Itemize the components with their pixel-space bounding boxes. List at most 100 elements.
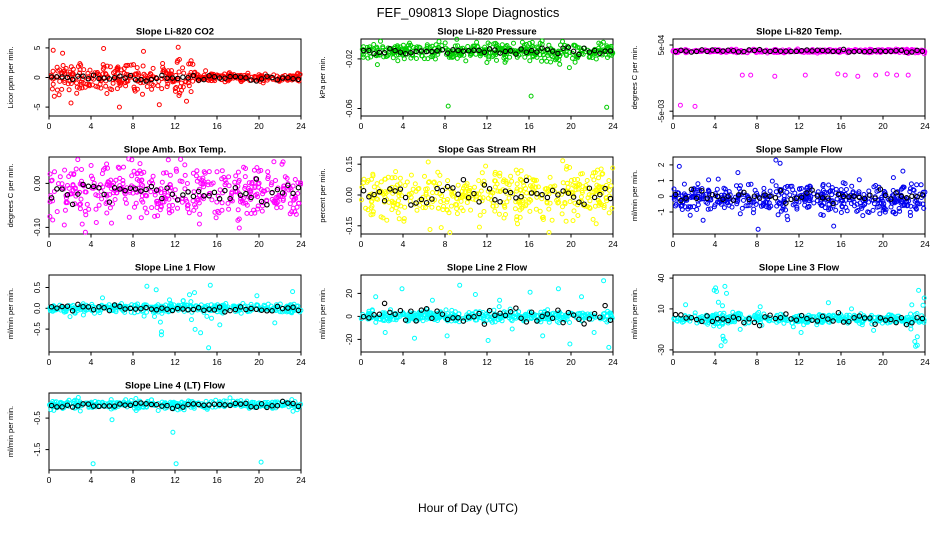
panel-slope-line-1-flow: 0 4 8 12 16 20 24 0.5 0.0 -0.5 ml/min per min. Slop… [3,262,309,378]
svg-text:0: 0 [345,314,354,319]
svg-text:Slope Li-820 Pressure: Slope Li-820 Pressure [437,27,536,38]
svg-text:16: 16 [212,121,222,131]
svg-text:12: 12 [794,239,804,249]
svg-text:0: 0 [671,239,676,249]
svg-text:16: 16 [836,121,846,131]
panel-chart: 0 4 8 12 16 20 24 -20 0 20 ml/min per min. Slope Li… [318,263,618,368]
svg-text:Slope Line 1 Flow: Slope Line 1 Flow [135,263,216,274]
svg-text:16: 16 [836,239,846,249]
svg-text:12: 12 [794,121,804,131]
svg-text:16: 16 [524,357,534,367]
svg-text:4: 4 [89,357,94,367]
svg-text:24: 24 [920,357,930,367]
svg-text:-0.5: -0.5 [33,322,42,336]
panels-grid: 0 4 8 12 16 20 24 -5 0 5 Licor ppm per min. Slope L… [0,26,936,498]
panel-chart: 0 4 8 12 16 20 24 -0.5 -1.5 ml/min per min. Slope … [6,381,306,486]
svg-text:24: 24 [608,357,618,367]
svg-text:16: 16 [836,357,846,367]
svg-text:24: 24 [296,475,306,485]
svg-text:12: 12 [482,239,492,249]
svg-text:16: 16 [212,357,222,367]
svg-text:Slope Gas Stream RH: Slope Gas Stream RH [438,145,536,156]
svg-text:4: 4 [401,121,406,131]
svg-text:ml/min per min.: ml/min per min. [630,288,639,339]
svg-text:8: 8 [443,357,448,367]
svg-text:-5e-03: -5e-03 [657,99,666,123]
svg-text:0: 0 [671,121,676,131]
svg-text:4: 4 [89,239,94,249]
panel-chart: 0 4 8 12 16 20 24 -5 0 5 Licor ppm per min. Slope L… [6,27,306,132]
svg-text:Licor ppm per min.: Licor ppm per min. [6,46,15,108]
svg-text:-0.15: -0.15 [345,216,354,235]
svg-text:8: 8 [755,121,760,131]
panel-chart: 0 4 8 12 16 20 24 0.5 0.0 -0.5 ml/min per min. Slop… [6,263,306,368]
svg-text:Slope Sample Flow: Slope Sample Flow [756,145,843,156]
svg-text:ml/min per min.: ml/min per min. [318,288,327,339]
svg-text:-30: -30 [657,344,666,356]
svg-text:0: 0 [657,194,666,199]
svg-text:kPa per min.: kPa per min. [318,56,327,98]
svg-text:0: 0 [359,357,364,367]
panel-chart: 0 4 8 12 16 20 24 -0.02 -0.06 kPa per min. Slope L… [318,27,618,132]
svg-text:0: 0 [671,357,676,367]
svg-text:20: 20 [254,121,264,131]
svg-text:-1.5: -1.5 [33,442,42,456]
panel-chart: 0 4 8 12 16 20 24 0.00 -0.10 degrees C per min. Sl… [6,145,306,250]
svg-text:20: 20 [254,239,264,249]
svg-text:20: 20 [566,357,576,367]
panel-slope-li-820-pressure: 0 4 8 12 16 20 24 -0.02 -0.06 kPa per min. Slope L… [315,26,621,142]
svg-text:12: 12 [170,475,180,485]
svg-text:40: 40 [657,273,666,282]
svg-text:4: 4 [713,357,718,367]
svg-text:10: 10 [657,304,666,313]
svg-text:16: 16 [524,121,534,131]
svg-text:8: 8 [131,357,136,367]
panel-chart: 0 4 8 12 16 20 24 0.15 0.00 -0.15 percent per min.… [318,145,618,250]
x-axis-title: Hour of Day (UTC) [417,501,518,515]
svg-text:20: 20 [878,121,888,131]
panel-slope-sample-flow: 0 4 8 12 16 20 24 -1 0 1 2 ml/min per min. Slope Sam… [627,144,933,260]
svg-text:percent per min.: percent per min. [318,168,327,222]
svg-text:0: 0 [47,357,52,367]
svg-text:8: 8 [755,357,760,367]
svg-text:-0.06: -0.06 [345,99,354,118]
svg-text:8: 8 [755,239,760,249]
svg-text:4: 4 [401,357,406,367]
svg-text:12: 12 [794,357,804,367]
panel-slope-gas-stream-rh: 0 4 8 12 16 20 24 0.15 0.00 -0.15 percent per min.… [315,144,621,260]
svg-text:5e-04: 5e-04 [657,34,666,55]
svg-text:Slope Line 4 (LT) Flow: Slope Line 4 (LT) Flow [125,381,226,392]
svg-text:16: 16 [212,475,222,485]
svg-text:20: 20 [566,239,576,249]
panel-chart: 0 4 8 12 16 20 24 5e-04 -5e-03 degrees C per min.… [630,27,930,132]
svg-text:12: 12 [482,121,492,131]
svg-text:20: 20 [254,475,264,485]
svg-text:16: 16 [212,239,222,249]
svg-text:ml/min per min.: ml/min per min. [6,288,15,339]
svg-text:12: 12 [170,121,180,131]
svg-text:24: 24 [920,239,930,249]
svg-text:20: 20 [566,121,576,131]
svg-text:ml/min per min.: ml/min per min. [630,170,639,221]
svg-text:20: 20 [345,288,354,297]
svg-text:12: 12 [482,357,492,367]
svg-text:20: 20 [254,357,264,367]
svg-text:24: 24 [920,121,930,131]
svg-text:0.5: 0.5 [33,281,42,293]
svg-text:degrees C per min.: degrees C per min. [630,46,639,110]
svg-text:16: 16 [524,239,534,249]
svg-text:-0.10: -0.10 [33,218,42,237]
svg-text:4: 4 [89,121,94,131]
panel-slope-line-2-flow: 0 4 8 12 16 20 24 -20 0 20 ml/min per min. Slope Li… [315,262,621,378]
svg-text:4: 4 [401,239,406,249]
svg-text:0.15: 0.15 [345,156,354,172]
svg-text:20: 20 [878,239,888,249]
svg-text:24: 24 [608,239,618,249]
svg-text:20: 20 [878,357,888,367]
panel-slope-line-3-flow: 0 4 8 12 16 20 24 -30 10 40 ml/min per min. Slope L… [627,262,933,378]
svg-text:8: 8 [443,239,448,249]
svg-text:-20: -20 [345,333,354,345]
svg-text:Slope Line 2 Flow: Slope Line 2 Flow [447,263,528,274]
